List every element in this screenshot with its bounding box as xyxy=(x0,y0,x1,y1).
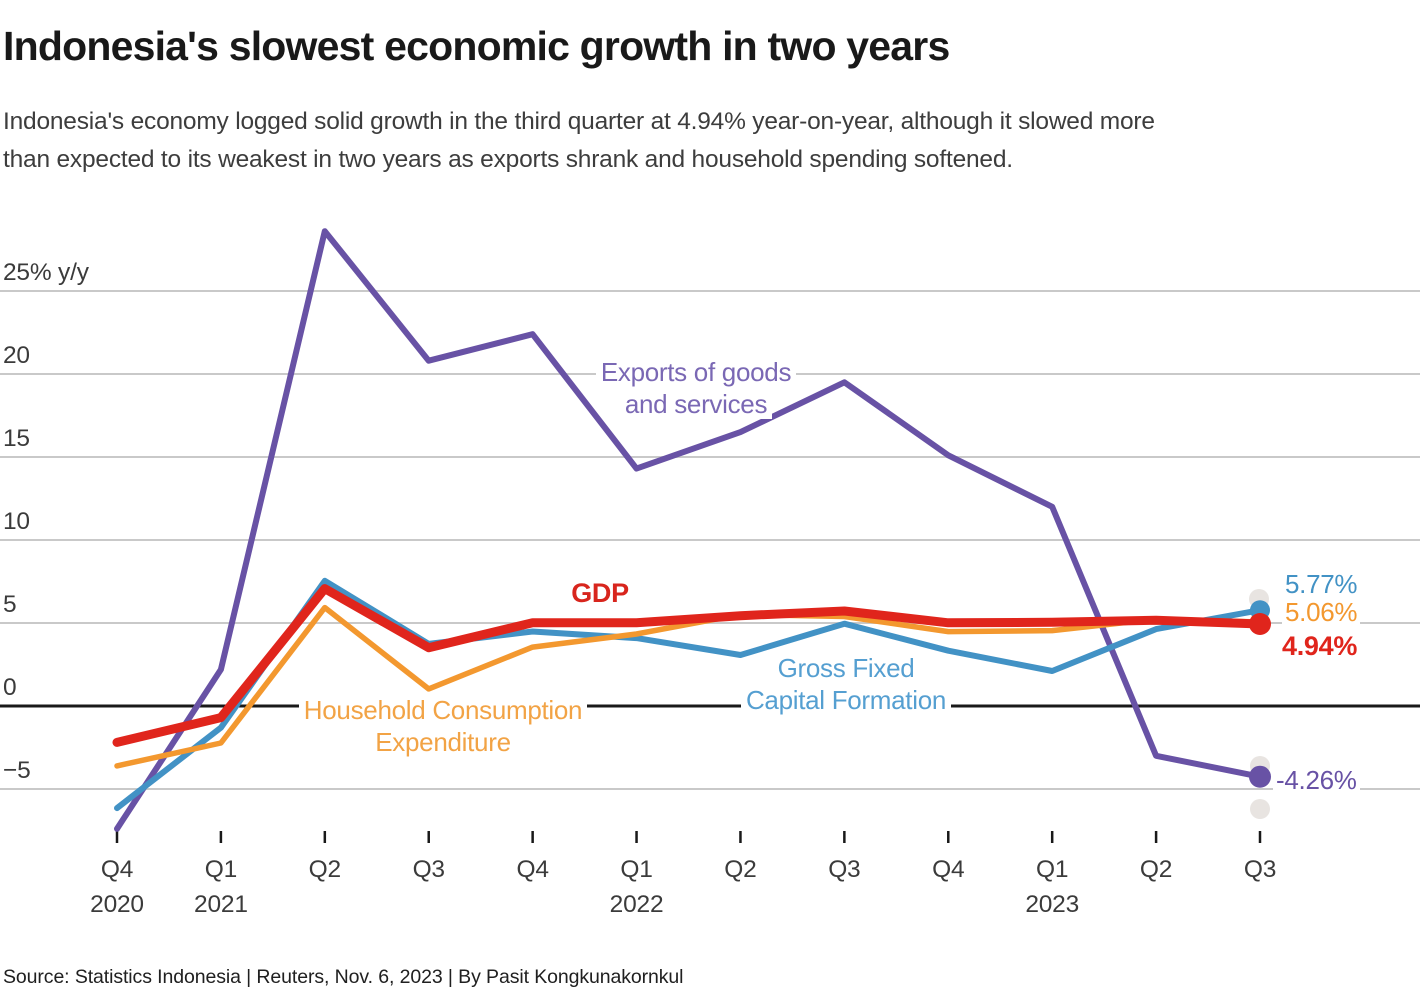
x-axis-quarter-label: Q2 xyxy=(1139,856,1173,883)
end-value-label-gdp: 4.94% xyxy=(1279,632,1361,660)
subtitle-line-2: than expected to its weakest in two year… xyxy=(3,146,1013,173)
y-axis-label: 0 xyxy=(3,674,17,701)
x-axis-year-label: 2020 xyxy=(90,891,144,918)
series-label-gdp-line-1: GDP xyxy=(566,578,634,608)
series-label-gdp: GDP xyxy=(520,577,680,609)
y-axis-label: 20 xyxy=(3,342,30,369)
series-line-gdp xyxy=(112,584,1265,747)
x-axis-quarter-label: Q4 xyxy=(932,856,965,883)
x-axis-quarter-label: Q1 xyxy=(620,856,653,883)
y-axis-label: 5 xyxy=(3,591,17,618)
x-axis-quarter-label: Q3 xyxy=(412,856,445,883)
series-label-gfcf: Gross Fixed Capital Formation xyxy=(676,652,1016,716)
end-value-label-household: 5.06% xyxy=(1282,598,1361,626)
end-value-label-gfcf: 5.77% xyxy=(1282,570,1361,598)
series-label-exports-line-2: and services xyxy=(619,389,773,419)
y-axis-label: 25% y/y xyxy=(3,259,89,286)
end-value-label-exports: -4.26% xyxy=(1273,766,1360,794)
chart-subtitle: Indonesia's economy logged solid growth … xyxy=(3,103,1415,179)
source-line: Source: Statistics Indonesia | Reuters, … xyxy=(3,966,684,988)
end-dot-exports-of-goods-and-services xyxy=(1249,765,1271,788)
x-axis-quarter-label: Q4 xyxy=(100,856,134,883)
series-label-household-line-2: Expenditure xyxy=(370,727,516,757)
x-axis-year-label: 2022 xyxy=(609,891,664,918)
series-label-exports: Exports of goods and services xyxy=(546,356,846,420)
series-line-household-consumption-expenditure xyxy=(114,604,1263,769)
subtitle-line-1: Indonesia's economy logged solid growth … xyxy=(3,108,1155,135)
x-axis-quarter-label: Q2 xyxy=(308,856,341,883)
series-label-exports-line-1: Exports of goods xyxy=(595,357,797,387)
x-axis-year-label: 2021 xyxy=(194,891,248,918)
series-line-exports-of-goods-and-services xyxy=(114,228,1263,832)
x-axis-quarter-label: Q3 xyxy=(828,856,861,883)
y-axis-label: −5 xyxy=(3,757,31,784)
series-label-household: Household Consumption Expenditure xyxy=(283,694,603,758)
x-axis-quarter-label: Q1 xyxy=(1036,856,1069,883)
series-label-gfcf-line-2: Capital Formation xyxy=(740,685,952,715)
x-axis-quarter-label: Q1 xyxy=(204,856,238,883)
series-label-gfcf-line-1: Gross Fixed xyxy=(772,653,920,683)
series-label-household-line-1: Household Consumption xyxy=(298,695,588,725)
y-axis-label: 15 xyxy=(3,425,30,452)
x-axis-year-label: 2023 xyxy=(1025,891,1080,918)
x-axis-quarter-label: Q3 xyxy=(1243,856,1277,883)
y-axis-label: 10 xyxy=(3,508,30,535)
x-axis-quarter-label: Q4 xyxy=(516,856,549,883)
x-axis-quarter-label: Q2 xyxy=(724,856,757,883)
end-dot-gdp xyxy=(1249,612,1271,635)
ghost-dot xyxy=(1250,799,1270,819)
page-title: Indonesia's slowest economic growth in t… xyxy=(3,23,950,69)
